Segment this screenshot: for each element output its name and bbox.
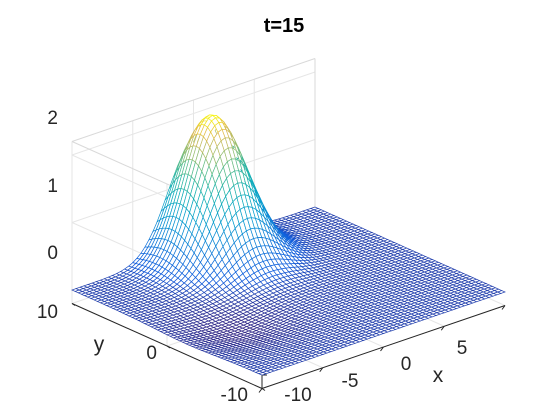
chart-title: t=15 [264,15,305,37]
x-tick-label-neg5: -5 [342,371,359,392]
x-tick [319,367,324,373]
x-axis-label: x [433,364,444,387]
x-tick [258,388,263,393]
z-tick-label-1: 1 [47,176,58,197]
x-tick [440,325,445,331]
surface-mesh [71,114,506,376]
z-tick-label-2: 2 [47,108,58,129]
y-tick-label-10: 10 [37,302,58,323]
x-tick [501,305,506,310]
y-tick-label-neg10: -10 [221,385,248,406]
x-tick-label-0: 0 [401,354,412,375]
y-tick-label-0: 0 [146,343,157,364]
x-tick-label-5: 5 [457,338,468,359]
box-edge [71,58,316,142]
y-tick [261,388,266,391]
x-tick [380,346,384,352]
y-tick [166,345,171,349]
surface-cell [496,290,506,294]
tick-labels: 0 1 2 10 0 -10 -10 -5 0 5 y x [37,108,467,406]
z-tick-label-0: 0 [47,243,58,264]
x-tick-label-neg10: -10 [284,385,311,406]
y-tick [71,303,76,306]
y-axis-label: y [94,333,105,356]
